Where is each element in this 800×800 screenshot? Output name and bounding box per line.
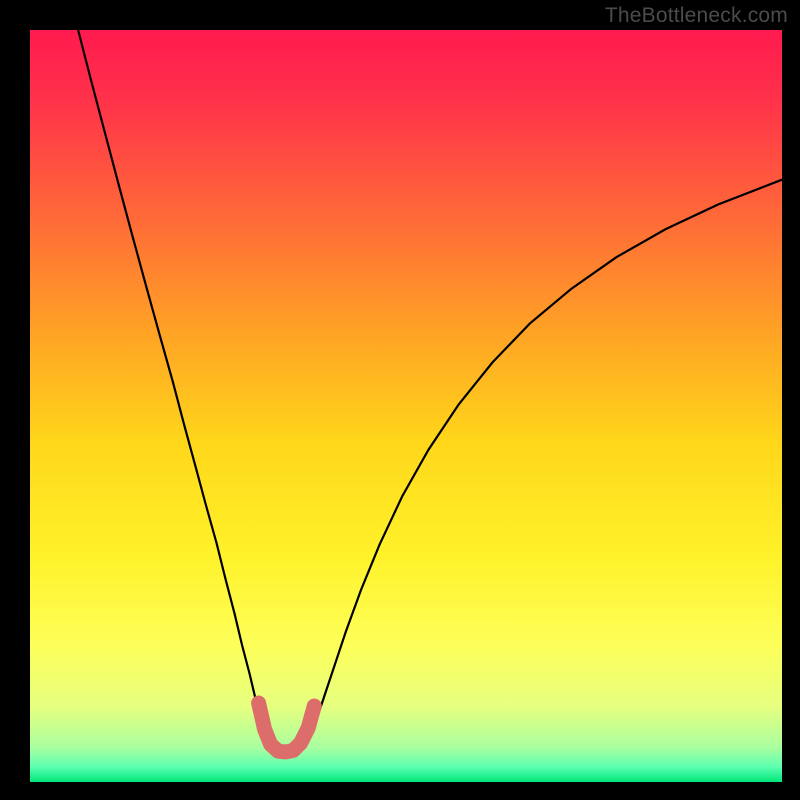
bottleneck-marker-overlay	[259, 703, 315, 752]
chart-curves	[30, 30, 782, 782]
watermark-text: TheBottleneck.com	[605, 4, 788, 28]
chart-plot-area	[30, 30, 782, 782]
bottleneck-curve	[78, 30, 782, 753]
